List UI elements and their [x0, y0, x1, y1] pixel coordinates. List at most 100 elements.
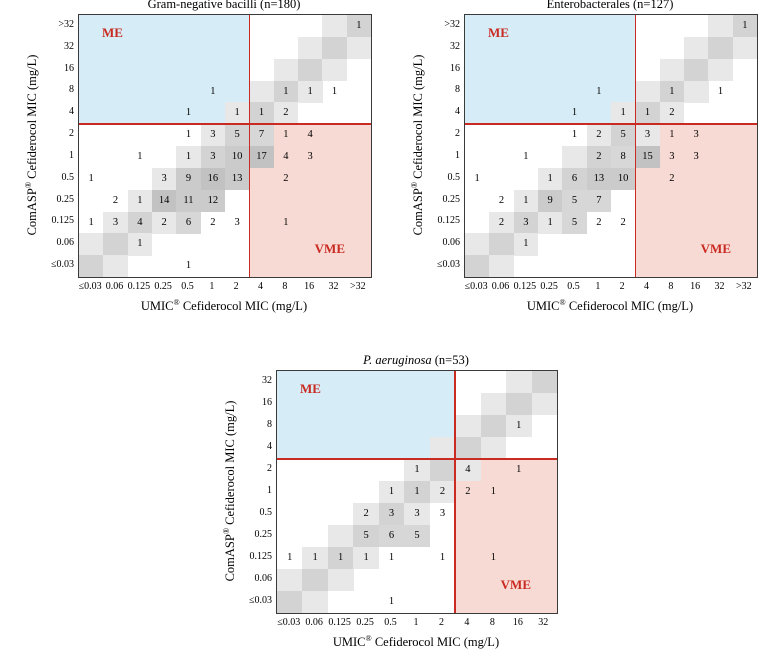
mic-cell — [103, 255, 129, 278]
mic-cell — [455, 459, 482, 482]
y-tick-label: 8 — [69, 84, 74, 96]
isolate-count: 1 — [88, 216, 94, 228]
isolate-count: 6 — [571, 172, 578, 184]
isolate-count: 4 — [307, 129, 313, 141]
mic-cell — [103, 233, 129, 256]
mic-cell — [732, 15, 758, 38]
y-tick-label: 0.125 — [437, 215, 461, 227]
breakpoint-line-vertical — [454, 371, 456, 613]
mic-cell — [322, 15, 348, 38]
x-tick-label: 0.5 — [567, 281, 580, 292]
mic-cell — [273, 80, 299, 103]
mic-cell — [249, 80, 275, 103]
isolate-count: 3 — [161, 172, 167, 184]
isolate-count: 2 — [465, 486, 471, 497]
panel-title: Gram-negative bacilli (n=180) — [147, 0, 301, 11]
mic-cell — [480, 437, 507, 460]
y-tick-label: 1 — [455, 149, 460, 161]
isolate-count: 1 — [516, 420, 522, 431]
mic-cell — [404, 525, 431, 548]
isolate-count: 3 — [414, 508, 420, 519]
mic-cell — [659, 58, 685, 81]
mic-cell — [708, 58, 734, 81]
breakpoint-line-vertical — [634, 15, 637, 277]
x-tick-label: 0.125 — [513, 281, 537, 292]
mic-cell — [346, 36, 372, 60]
isolate-count: 2 — [210, 216, 216, 228]
mic-cell — [635, 124, 661, 147]
isolate-count: 2 — [283, 107, 289, 119]
isolate-count: 10 — [617, 172, 629, 184]
isolate-count: 1 — [669, 129, 675, 141]
isolate-count: 1 — [356, 20, 362, 31]
mic-cell — [353, 503, 380, 526]
isolate-count: 3 — [388, 508, 395, 519]
x-tick-label: ≤0.03 — [78, 281, 102, 292]
x-tick-label: 16 — [512, 617, 523, 628]
isolate-count: 1 — [571, 107, 578, 119]
isolate-count: 17 — [256, 151, 267, 162]
isolate-count: 1 — [88, 172, 94, 184]
mic-cell — [127, 189, 153, 212]
isolate-count: 13 — [231, 172, 243, 184]
mic-cell — [538, 211, 563, 234]
mic-cell — [273, 102, 299, 125]
y-axis-title: ComASP® Cefiderocol MIC (mg/L) — [221, 400, 238, 582]
mic-cell — [79, 255, 104, 278]
mic-cell — [298, 80, 323, 103]
mic-cell — [611, 146, 636, 169]
isolate-count: 1 — [185, 129, 192, 141]
isolate-count: 1 — [234, 107, 240, 119]
mic-cell — [513, 233, 539, 256]
mic-cell — [586, 146, 612, 169]
mic-cell — [327, 525, 354, 548]
mic-cell — [684, 80, 709, 103]
x-tick-label: 0.25 — [540, 281, 558, 292]
mic-cell — [378, 481, 405, 504]
isolate-count: 1 — [137, 194, 143, 206]
isolate-count: 2 — [596, 216, 602, 228]
isolate-count: 9 — [185, 172, 192, 184]
y-tick-label: 0.5 — [61, 171, 75, 183]
isolate-count: 5 — [234, 129, 240, 141]
x-tick-label: 8 — [282, 281, 288, 292]
mic-cell — [506, 371, 532, 394]
isolate-count: 2 — [283, 172, 289, 184]
isolate-count: 13 — [593, 172, 605, 184]
isolate-count: 2 — [439, 486, 446, 497]
x-tick-label: 0.5 — [384, 617, 397, 628]
x-tick-label: 8 — [489, 617, 495, 628]
mic-cell — [684, 36, 709, 60]
mic-cell — [225, 167, 250, 191]
isolate-count: 1 — [523, 194, 529, 206]
x-tick-label: 16 — [304, 281, 315, 292]
mic-cell — [298, 58, 323, 81]
isolate-count: 1 — [388, 552, 395, 563]
plot-area: 1 1 1 1 1 1 1 1 2 1 3 5 7 1 4 1 1 3 10 17 4 3 1 3 9 16 13 2 2 1 14 11 12… — [78, 14, 372, 278]
mic-cell — [327, 547, 354, 570]
isolate-count: 1 — [185, 107, 192, 119]
mic-cell — [298, 36, 323, 60]
isolate-count: 1 — [516, 464, 522, 475]
y-tick-label: 2 — [267, 463, 272, 474]
y-tick-label: 4 — [267, 441, 272, 452]
isolate-count: 1 — [669, 85, 675, 97]
me-region — [465, 15, 636, 125]
isolate-count: 16 — [207, 172, 219, 184]
isolate-count: 1 — [523, 238, 529, 250]
mic-cell — [429, 459, 456, 482]
x-tick-label: 0.125 — [328, 617, 351, 628]
mic-cell — [586, 189, 612, 212]
mic-cell — [531, 393, 558, 416]
x-tick-label: ≤0.03 — [277, 617, 301, 628]
isolate-count: 3 — [644, 129, 651, 141]
mic-cell — [249, 124, 275, 147]
isolate-count: 8 — [620, 151, 626, 162]
isolate-count: 1 — [547, 216, 553, 228]
x-tick-label: 32 — [538, 617, 549, 628]
mic-cell — [79, 233, 104, 256]
mic-cell — [273, 58, 299, 81]
x-tick-label: ≤0.03 — [464, 281, 488, 292]
mic-cell — [506, 415, 532, 438]
